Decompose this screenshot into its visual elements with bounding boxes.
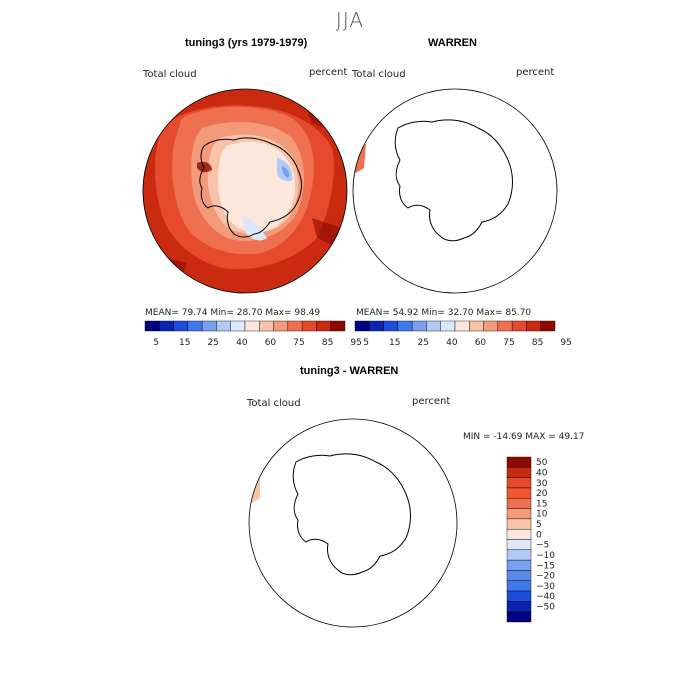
colorbar1-swatch: [173, 320, 189, 332]
colorbar3-swatch: [506, 611, 532, 623]
colorbar-panel2: 5 15 25 40 60 75 85 95: [354, 320, 572, 348]
colorbar1-swatch: [216, 320, 231, 332]
colorbar3-tick-label: 30: [536, 479, 548, 489]
colorbar3-tick-label: −40: [536, 592, 555, 602]
panel1-variable: Total cloud: [143, 69, 197, 80]
panel1-map: [142, 88, 348, 294]
colorbar1-tick-label: 5: [153, 338, 159, 348]
colorbar1-swatch: [144, 320, 160, 332]
colorbar3-tick-label: −50: [536, 603, 555, 613]
colorbar3-tick-label: 20: [536, 489, 548, 499]
colorbar2-tick-label: 75: [503, 338, 514, 348]
colorbar3-swatch: [506, 601, 532, 612]
colorbar1-swatch: [273, 320, 289, 332]
colorbar3-tick-label: 0: [536, 530, 542, 540]
colorbar3-tick-label: 5: [536, 520, 542, 530]
colorbar3-tick-label: 50: [536, 458, 548, 468]
colorbar2-swatch: [354, 320, 370, 332]
panel2-map: [352, 88, 558, 294]
colorbar1-swatch: [159, 320, 174, 332]
colorbar2-swatch: [440, 320, 456, 332]
colorbar3-swatch: [506, 549, 532, 561]
colorbar2-swatch: [469, 320, 484, 332]
panel2-variable: Total cloud: [352, 69, 406, 80]
colorbar-panel1: 5 15 25 40 60 75 85 95: [144, 320, 362, 348]
colorbar1-swatch: [287, 320, 303, 332]
colorbar2-swatch: [540, 320, 556, 332]
colorbar3-swatch: [506, 518, 532, 530]
colorbar3-swatch: [506, 580, 532, 592]
colorbar2-tick-label: 15: [389, 338, 400, 348]
season-title: JJA: [335, 8, 365, 32]
colorbar1-tick-label: 25: [208, 338, 219, 348]
colorbar2-swatch: [497, 320, 513, 332]
colorbar1-tick-label: 40: [236, 338, 248, 348]
colorbar2-swatch: [397, 320, 413, 332]
panel1-units: percent: [309, 67, 348, 78]
colorbar3-tick-label: −10: [536, 551, 555, 561]
colorbar3-tick-label: −15: [536, 561, 555, 571]
colorbar2-tick-label: 40: [446, 338, 458, 348]
colorbar3-tick-label: −5: [536, 541, 549, 551]
colorbar1-swatch: [301, 320, 317, 332]
colorbar3-swatch: [506, 477, 532, 489]
colorbar2-swatch: [426, 320, 441, 332]
colorbar1-swatch: [330, 320, 346, 332]
colorbar3-swatch: [506, 539, 532, 551]
panel2-stats: MEAN= 54.92 Min= 32.70 Max= 85.70: [356, 308, 532, 318]
colorbar3-tick-label: −20: [536, 572, 555, 582]
colorbar3-swatch: [506, 508, 532, 520]
colorbar2-swatch: [511, 320, 527, 332]
colorbar3-swatch: [506, 487, 532, 499]
colorbar1-swatch: [244, 320, 260, 332]
colorbar3-tick-label: 15: [536, 499, 547, 509]
panel3-variable: Total cloud: [247, 398, 301, 409]
panel3-title: tuning3 - WARREN: [300, 365, 399, 377]
colorbar2-swatch: [411, 320, 427, 332]
colorbar3-swatch: [506, 467, 532, 478]
colorbar2-tick-label: 25: [418, 338, 429, 348]
colorbar2-tick-label: 85: [532, 338, 543, 348]
panel3-map: [248, 418, 458, 628]
colorbar1-swatch: [201, 320, 217, 332]
colorbar2-swatch: [383, 320, 399, 332]
panel1-stats: MEAN= 79.74 Min= 28.70 Max= 98.49: [145, 308, 321, 318]
colorbar2-tick-label: 60: [475, 338, 487, 348]
colorbar1-swatch: [316, 320, 331, 332]
colorbar3-swatch: [506, 528, 532, 540]
colorbar2-swatch: [483, 320, 499, 332]
panel3-units: percent: [412, 396, 451, 407]
colorbar3-swatch: [506, 456, 532, 468]
panel1-title: tuning3 (yrs 1979-1979): [185, 37, 308, 49]
colorbar1-tick-label: 60: [265, 338, 277, 348]
colorbar3-swatch: [506, 570, 532, 581]
colorbar3-swatch: [506, 559, 532, 571]
colorbar2-swatch: [369, 320, 384, 332]
colorbar3-swatch: [506, 590, 532, 602]
panel2-title: WARREN: [428, 37, 477, 49]
colorbar1-tick-label: 75: [293, 338, 304, 348]
colorbar1-tick-label: 85: [322, 338, 333, 348]
colorbar3-tick-label: 10: [536, 510, 548, 520]
colorbar1-swatch: [187, 320, 203, 332]
colorbar2-tick-label: 5: [363, 338, 369, 348]
colorbar2-swatch: [454, 320, 470, 332]
colorbar1-swatch: [259, 320, 274, 332]
colorbar1-tick-label: 15: [179, 338, 190, 348]
colorbar2-tick-label: 95: [560, 338, 571, 348]
colorbar1-tick-label: 95: [350, 338, 361, 348]
colorbar3-tick-label: −30: [536, 582, 555, 592]
colorbar1-swatch: [230, 320, 246, 332]
colorbar2-swatch: [526, 320, 541, 332]
panel3-stats: MIN = -14.69 MAX = 49.17: [463, 432, 585, 442]
panel2-units: percent: [516, 67, 555, 78]
colorbar3-swatch: [506, 498, 532, 509]
colorbar3-tick-label: 40: [536, 468, 548, 478]
